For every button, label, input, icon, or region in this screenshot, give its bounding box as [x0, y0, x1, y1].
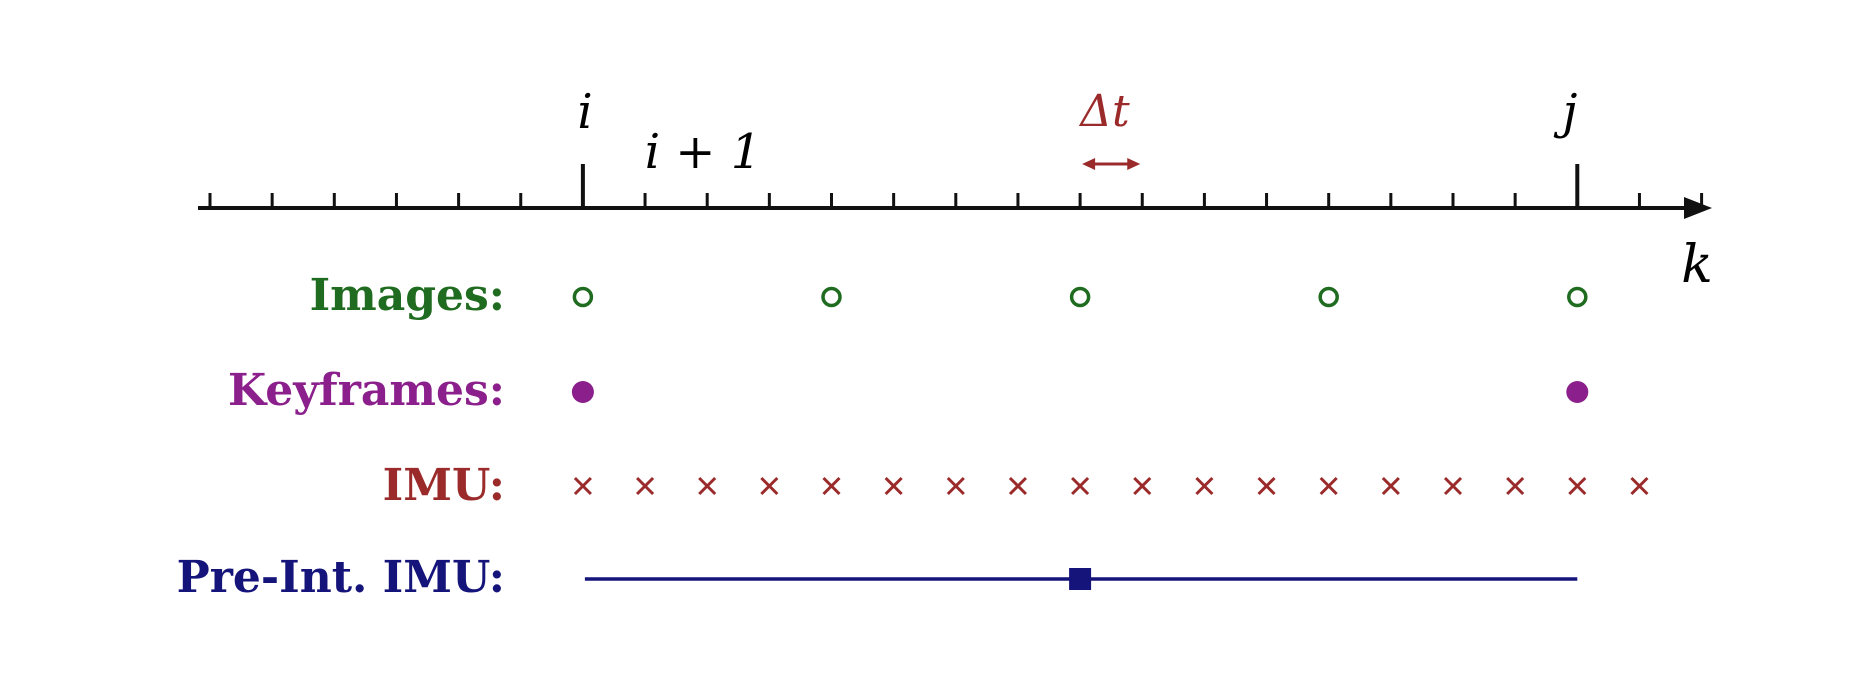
imu-marker-icon: [1133, 476, 1152, 496]
imu-marker-icon: [1630, 476, 1649, 496]
time-axis: [198, 164, 1712, 219]
image-marker-icon: [1069, 286, 1091, 308]
imu-marker-icon: [1257, 476, 1276, 496]
image-marker-icon: [1318, 286, 1339, 308]
imu-marker-icon: [1071, 476, 1090, 496]
images-row: [572, 286, 1588, 308]
row-label-imu: IMU:: [383, 460, 505, 511]
imu-marker-icon: [946, 476, 965, 496]
imu-marker-icon: [635, 476, 655, 496]
delta-t-arrow-icon: [1082, 158, 1141, 170]
imu-marker-icon: [1381, 476, 1400, 496]
label-i: i: [577, 84, 592, 140]
label-j: j: [1554, 84, 1578, 140]
imu-marker-icon: [1568, 476, 1587, 496]
keyframe-marker-icon: [571, 381, 594, 403]
imu-marker-icon: [884, 476, 903, 496]
axis-arrowhead-icon: [1684, 197, 1712, 219]
label-i-plus-1: i + 1: [645, 124, 762, 180]
keyframe-marker-icon: [1566, 381, 1589, 403]
imu-marker-icon: [760, 476, 779, 496]
imu-marker-icon: [698, 476, 717, 496]
keyframes-row: [571, 381, 1589, 403]
row-label-images: Images:: [310, 270, 505, 321]
image-marker-icon: [821, 286, 842, 308]
label-delta-t: Δt: [1078, 86, 1130, 137]
imu-marker-icon: [573, 476, 592, 496]
axis-variable-k: k: [1681, 235, 1713, 295]
row-label-preintegrated-imu: Pre-Int. IMU:: [177, 552, 505, 603]
imu-marker-icon: [822, 476, 841, 496]
image-marker-icon: [572, 286, 594, 308]
imu-marker-icon: [1319, 476, 1338, 496]
imu-marker-icon: [1008, 476, 1028, 496]
imu-marker-icon: [1443, 476, 1463, 496]
imu-marker-icon: [1506, 476, 1525, 496]
image-marker-icon: [1567, 286, 1588, 308]
preintegration-square-icon: [1069, 568, 1092, 590]
imu-marker-icon: [1195, 476, 1214, 496]
imu-row: [573, 476, 1649, 496]
preintegrated-imu-row: [584, 568, 1578, 590]
row-label-keyframes: Keyframes:: [228, 365, 505, 416]
